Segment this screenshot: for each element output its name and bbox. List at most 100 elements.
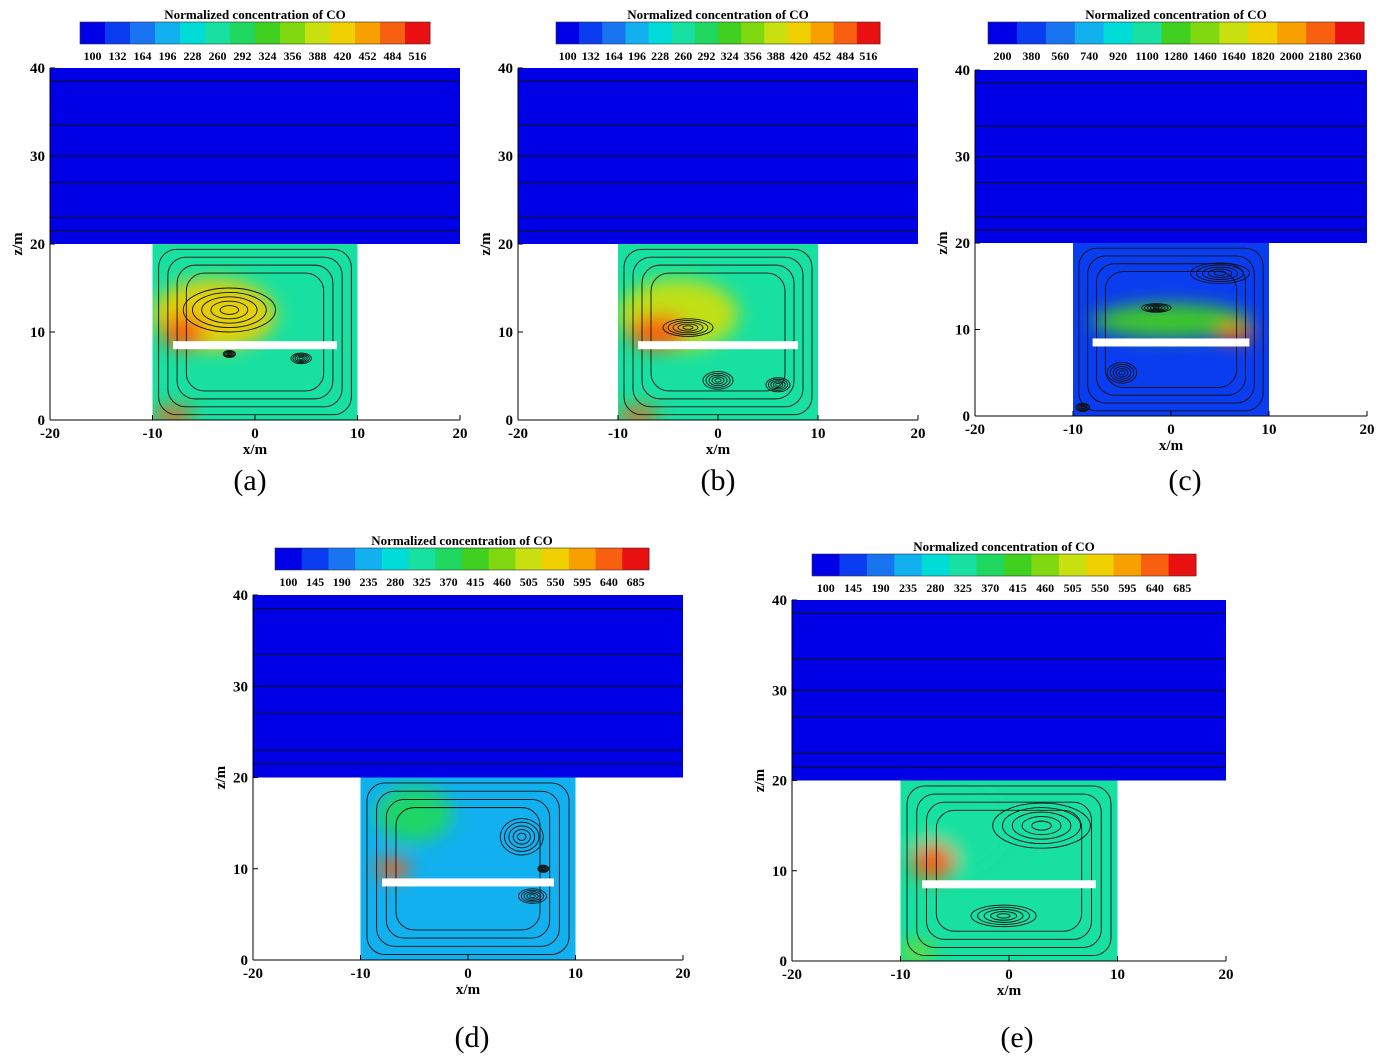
- colorbar-tick-label: 132: [109, 49, 127, 63]
- colorbar-swatch: [1161, 22, 1191, 44]
- circulation-streamline: [935, 809, 1083, 932]
- colorbar-frame: [555, 21, 881, 45]
- colorbar-swatch: [671, 22, 696, 44]
- colorbar-tick-label: 452: [359, 49, 377, 63]
- vortex-streamline: [1147, 304, 1166, 311]
- colorbar-tick-label: 164: [605, 49, 623, 63]
- colorbar-frame: [79, 21, 431, 45]
- colorbar-swatch: [839, 554, 868, 576]
- colorbar-swatch: [542, 548, 570, 570]
- colorbar-swatch: [694, 22, 719, 44]
- colorbar-swatch: [741, 22, 765, 44]
- axes: -20 -10 0 10 20 0 10 20 30 40 x/m z/m: [478, 61, 926, 458]
- colorbar-swatch: [205, 22, 231, 44]
- x-tick-label: 20: [1360, 422, 1375, 438]
- colorbar: Normalized concentration of CO 100 145 190 2…: [274, 533, 650, 589]
- canyon-region: [900, 780, 1118, 961]
- circulation-streamline: [158, 248, 352, 416]
- upper-streamlines: [50, 80, 460, 232]
- colorbar-swatch: [949, 554, 978, 576]
- colorbar-swatch: [833, 22, 858, 44]
- colorbar-tick-label: 420: [790, 49, 808, 63]
- x-tick-label: 10: [568, 966, 583, 982]
- x-tick-label: -20: [508, 426, 528, 442]
- colorbar-tick-label: 685: [1173, 581, 1191, 595]
- colorbar-swatch: [1132, 22, 1163, 44]
- colorbar-swatch: [595, 548, 623, 570]
- x-tick-label: 10: [1110, 967, 1125, 983]
- panel-label: (e): [1000, 1021, 1033, 1054]
- y-tick-label: 10: [233, 862, 248, 878]
- vortex-streamline: [529, 894, 536, 899]
- panel-label: (c): [1168, 464, 1201, 497]
- x-axis-label: x/m: [1159, 438, 1184, 454]
- vortex-streamline: [977, 906, 1031, 925]
- vortex-streamline: [672, 321, 704, 334]
- vortex-streamline: [708, 374, 728, 387]
- colorbar-tick-label: 1280: [1164, 49, 1188, 63]
- colorbar-tick-label: 415: [466, 575, 484, 589]
- canyon-region: [152, 244, 358, 420]
- vortex-streamline: [290, 352, 312, 365]
- vortex-streamline: [294, 354, 308, 363]
- colorbar-swatch: [1113, 554, 1142, 576]
- vortex-streamline: [1190, 262, 1250, 285]
- colorbar-swatch: [1086, 554, 1115, 576]
- plate-barrier: [173, 341, 337, 350]
- concentration-hotspot: [376, 786, 452, 842]
- y-tick-label: 40: [955, 63, 970, 79]
- colorbar-tick-label: 196: [159, 49, 177, 63]
- colorbar-swatch: [488, 548, 516, 570]
- plate-barrier: [1092, 338, 1250, 347]
- circulation-streamline: [641, 264, 795, 400]
- colorbar-swatch: [255, 22, 281, 44]
- colorbar-tick-label: 380: [1022, 49, 1040, 63]
- colorbar-tick-label: 505: [1064, 581, 1082, 595]
- colorbar-swatch: [1031, 554, 1060, 576]
- colorbar-tick-label: 145: [844, 581, 862, 595]
- colorbar-tick-label: 1640: [1222, 49, 1246, 63]
- colorbar-title: Normalized concentration of CO: [627, 7, 809, 22]
- y-tick-label: 0: [963, 409, 971, 425]
- colorbar-tick-label: 324: [259, 49, 277, 63]
- y-tick-label: 30: [955, 150, 970, 166]
- colorbar-tick-label: 235: [899, 581, 917, 595]
- colorbar-swatch: [1103, 22, 1134, 44]
- colorbar-tick-label: 516: [859, 49, 877, 63]
- colorbar-swatch: [408, 548, 436, 570]
- y-tick-label: 30: [772, 683, 787, 699]
- vortex-streamline: [201, 296, 258, 324]
- colorbar-tick-label: 550: [547, 575, 565, 589]
- colorbar-swatch: [1045, 22, 1076, 44]
- colorbar-swatch: [1248, 22, 1278, 44]
- y-tick-label: 10: [772, 864, 787, 880]
- colorbar-tick-label: 164: [134, 49, 152, 63]
- vortex-streamline: [990, 911, 1018, 921]
- colorbar-swatch: [602, 22, 626, 44]
- colorbar-frame: [274, 547, 650, 571]
- colorbar-swatch: [1306, 22, 1336, 44]
- colorbar-swatch: [355, 548, 383, 570]
- vortex-streamline: [682, 325, 694, 330]
- vortex-streamline: [225, 351, 234, 357]
- vortex-streamline: [767, 378, 789, 391]
- vortex-streamline: [540, 866, 546, 871]
- vortex-streamline: [702, 371, 734, 390]
- vortex-streamline: [1112, 366, 1132, 380]
- circulation-streamline: [906, 785, 1112, 957]
- colorbar-tick-label: 235: [360, 575, 378, 589]
- vortex-streamline: [677, 323, 699, 332]
- colorbar-swatch: [1277, 22, 1307, 44]
- circulation-streamline: [185, 272, 325, 392]
- concentration-hotspot: [376, 857, 409, 880]
- colorbar-swatch: [1190, 22, 1220, 44]
- y-tick-label: 20: [233, 771, 248, 787]
- vortex-streamline: [662, 318, 714, 337]
- colorbar-tick-label: 415: [1009, 581, 1027, 595]
- vortex-streamline: [512, 829, 531, 845]
- colorbar-swatch: [275, 548, 303, 570]
- x-tick-label: 0: [1167, 422, 1175, 438]
- colorbar-swatch: [718, 22, 742, 44]
